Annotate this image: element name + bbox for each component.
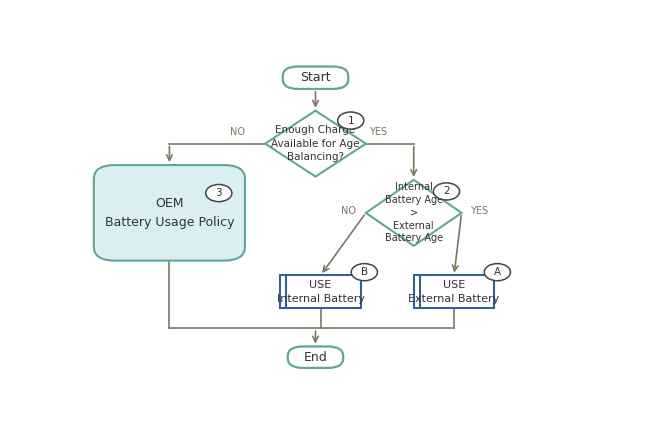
Text: NO: NO [230, 127, 245, 137]
Bar [280, 276, 361, 309]
Circle shape [205, 184, 232, 202]
Circle shape [434, 183, 460, 200]
Polygon shape [265, 111, 366, 177]
Bar [414, 276, 495, 309]
Text: End: End [304, 351, 328, 364]
Polygon shape [366, 180, 462, 246]
Text: 1: 1 [348, 116, 354, 125]
Text: USE
External Battery: USE External Battery [408, 280, 500, 304]
Text: Internal
Battery Age
>
External
Battery Age: Internal Battery Age > External Battery … [385, 182, 443, 244]
FancyBboxPatch shape [288, 347, 343, 368]
Text: NO: NO [341, 206, 356, 216]
Circle shape [351, 264, 378, 281]
Text: 2: 2 [443, 187, 450, 196]
Text: Start: Start [300, 71, 331, 84]
FancyBboxPatch shape [94, 165, 245, 261]
Text: USE
Internal Battery: USE Internal Battery [276, 280, 365, 304]
Text: A: A [494, 267, 501, 277]
Text: YES: YES [470, 206, 488, 216]
Text: YES: YES [369, 127, 387, 137]
Text: OEM
Battery Usage Policy: OEM Battery Usage Policy [105, 197, 234, 229]
Circle shape [337, 112, 364, 129]
Circle shape [484, 264, 510, 281]
Text: B: B [361, 267, 368, 277]
Text: Enough Charge
Available for Age
Balancing?: Enough Charge Available for Age Balancin… [271, 125, 359, 162]
Text: 3: 3 [215, 188, 222, 198]
FancyBboxPatch shape [283, 66, 348, 89]
